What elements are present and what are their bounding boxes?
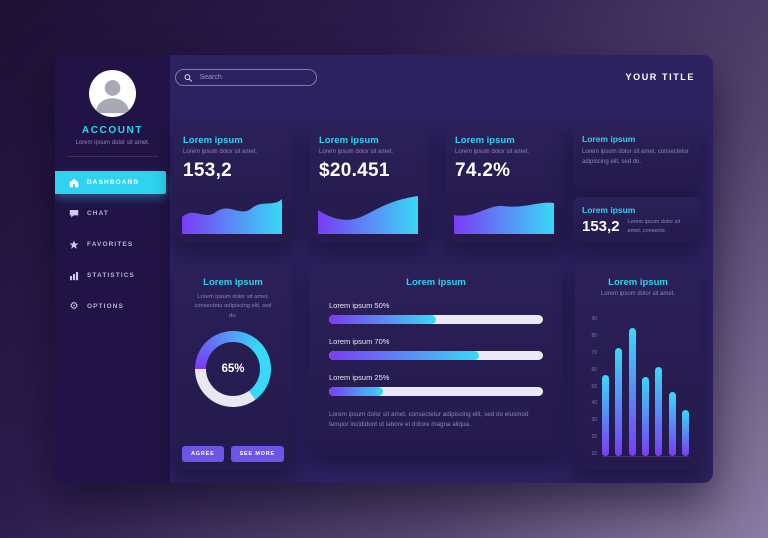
search-input[interactable] bbox=[197, 73, 308, 82]
page-title: YOUR TITLE bbox=[625, 72, 695, 82]
chat-icon bbox=[69, 209, 79, 219]
bar-chart-bars bbox=[602, 317, 689, 457]
progress-track bbox=[329, 387, 543, 396]
sidebar-item-options[interactable]: ⚙ OPTIONS bbox=[55, 295, 170, 318]
sidebar-item-dashboard[interactable]: DASHBOARD bbox=[55, 171, 166, 194]
see-more-button[interactable]: SEE MORE bbox=[230, 446, 284, 462]
search-icon bbox=[184, 73, 193, 82]
avatar[interactable] bbox=[89, 70, 136, 117]
sidebar-item-statistics[interactable]: STATISTICS bbox=[55, 264, 170, 287]
bar bbox=[668, 392, 676, 456]
bar-chart-ticks: 90 80 70 60 50 40 30 20 10 bbox=[585, 317, 597, 457]
stat-card-3: Lorem ipsum Lorem ipsum dolor sit amet. … bbox=[445, 125, 565, 243]
stat-card-value: $20.451 bbox=[319, 160, 390, 181]
gear-icon: ⚙ bbox=[69, 300, 79, 312]
stat-card-2: Lorem ipsum Lorem ipsum dolor sit amet. … bbox=[309, 125, 429, 243]
area-sparkline bbox=[454, 202, 554, 234]
stat-card-title: Lorem ipsum bbox=[319, 135, 379, 146]
sidebar-item-chat[interactable]: CHAT bbox=[55, 202, 170, 225]
progress-track bbox=[329, 315, 543, 324]
stat-card-subtitle: Lorem ipsum dolor sit amet. bbox=[319, 149, 394, 155]
tick-label: 30 bbox=[591, 417, 597, 424]
donut-card: Lorem ipsum Lorem ipsum dolor sit amet, … bbox=[173, 265, 293, 470]
progress-card-title: Lorem ipsum bbox=[406, 277, 466, 288]
stat-card-subtitle: Lorem ipsum dolor sit amet. bbox=[183, 149, 258, 155]
user-icon bbox=[95, 80, 130, 114]
progress-fill bbox=[329, 387, 383, 396]
progress-fill bbox=[329, 351, 479, 360]
account-subtitle: Lorem ipsum dolor sit amet. bbox=[75, 140, 150, 146]
sidebar: ACCOUNT Lorem ipsum dolor sit amet. DASH… bbox=[55, 55, 170, 483]
dashboard-panel: ACCOUNT Lorem ipsum dolor sit amet. DASH… bbox=[55, 55, 713, 483]
donut-percent-label: 65% bbox=[221, 362, 245, 375]
sidebar-item-label: STATISTICS bbox=[87, 272, 135, 279]
stat-card-value: 153,2 bbox=[183, 160, 233, 181]
sidebar-item-label: CHAT bbox=[87, 210, 109, 217]
tick-label: 80 bbox=[591, 332, 597, 339]
bar-card-title: Lorem ipsum bbox=[608, 277, 668, 288]
bar-chart-card: Lorem ipsum Lorem ipsum dolor sit amet. … bbox=[575, 265, 701, 470]
donut-chart: 65% bbox=[195, 330, 271, 407]
area-sparkline bbox=[318, 196, 418, 234]
tick-label: 90 bbox=[591, 316, 597, 322]
progress-item: Lorem ipsum 50% bbox=[329, 288, 543, 324]
progress-label: Lorem ipsum 70% bbox=[329, 337, 390, 346]
account-title: ACCOUNT bbox=[81, 125, 144, 136]
tick-label: 60 bbox=[591, 366, 597, 373]
sidebar-item-label: FAVORITES bbox=[87, 241, 134, 248]
bar bbox=[602, 375, 609, 456]
info-card-value: 153,2 bbox=[582, 218, 620, 235]
search-box[interactable] bbox=[175, 69, 317, 86]
progress-track bbox=[329, 351, 543, 360]
agree-button[interactable]: AGREE bbox=[182, 446, 224, 462]
stat-card-title: Lorem ipsum bbox=[455, 135, 515, 146]
stat-card-subtitle: Lorem ipsum dolor sit amet. bbox=[455, 149, 530, 155]
home-icon bbox=[69, 178, 79, 188]
sidebar-item-favorites[interactable]: FAVORITES bbox=[55, 233, 170, 256]
tick-label: 50 bbox=[591, 383, 597, 390]
info-card-title: Lorem ipsum bbox=[582, 134, 636, 144]
info-card-bottom: Lorem ipsum 153,2 Lorem ipsum dolor sit … bbox=[573, 197, 701, 243]
donut-card-text: Lorem ipsum dolor sit amet, consectetu a… bbox=[194, 294, 272, 319]
progress-item: Lorem ipsum 70% bbox=[329, 324, 543, 360]
bar bbox=[681, 410, 689, 456]
progress-item: Lorem ipsum 25% bbox=[329, 360, 543, 396]
progress-fill bbox=[329, 315, 436, 324]
bar-chart-icon bbox=[69, 271, 79, 281]
stat-card-value: 74.2% bbox=[455, 160, 511, 181]
stat-card-title: Lorem ipsum bbox=[183, 135, 243, 146]
tick-label: 70 bbox=[591, 349, 597, 356]
tick-label: 20 bbox=[591, 434, 597, 441]
sidebar-divider bbox=[67, 156, 158, 157]
info-card-text: Lorem ipsum dolor sit amet, consecte. bbox=[627, 219, 681, 234]
info-card-text: Lorem ipsum dolor sit amet, consectetur … bbox=[582, 149, 689, 165]
bar bbox=[641, 376, 649, 456]
donut-card-title: Lorem ipsum bbox=[203, 277, 263, 288]
bar bbox=[628, 328, 636, 456]
tick-label: 10 bbox=[591, 451, 597, 457]
sidebar-item-label: DASHBOARD bbox=[87, 179, 140, 186]
star-icon bbox=[69, 239, 79, 250]
bar bbox=[615, 347, 623, 456]
sidebar-menu: DASHBOARD CHAT FAVORITES STATISTICS bbox=[55, 171, 170, 326]
info-card-top: Lorem ipsum Lorem ipsum dolor sit amet, … bbox=[573, 125, 701, 191]
progress-label: Lorem ipsum 25% bbox=[329, 373, 390, 382]
progress-footer-text: Lorem ipsum dolor sit amet, consectetur … bbox=[329, 411, 529, 429]
bar bbox=[655, 367, 663, 456]
sidebar-item-label: OPTIONS bbox=[87, 303, 124, 310]
progress-label: Lorem ipsum 50% bbox=[329, 301, 390, 310]
progress-card: Lorem ipsum Lorem ipsum 50% Lorem ipsum … bbox=[309, 265, 563, 455]
bar-card-subtitle: Lorem ipsum dolor sit amet. bbox=[600, 291, 676, 297]
info-card-title: Lorem ipsum bbox=[582, 205, 636, 215]
area-sparkline bbox=[182, 199, 282, 234]
stat-card-1: Lorem ipsum Lorem ipsum dolor sit amet. … bbox=[173, 125, 293, 243]
donut-hole: 65% bbox=[206, 341, 260, 396]
bar-chart: 90 80 70 60 50 40 30 20 10 bbox=[585, 317, 689, 457]
tick-label: 40 bbox=[591, 400, 597, 407]
